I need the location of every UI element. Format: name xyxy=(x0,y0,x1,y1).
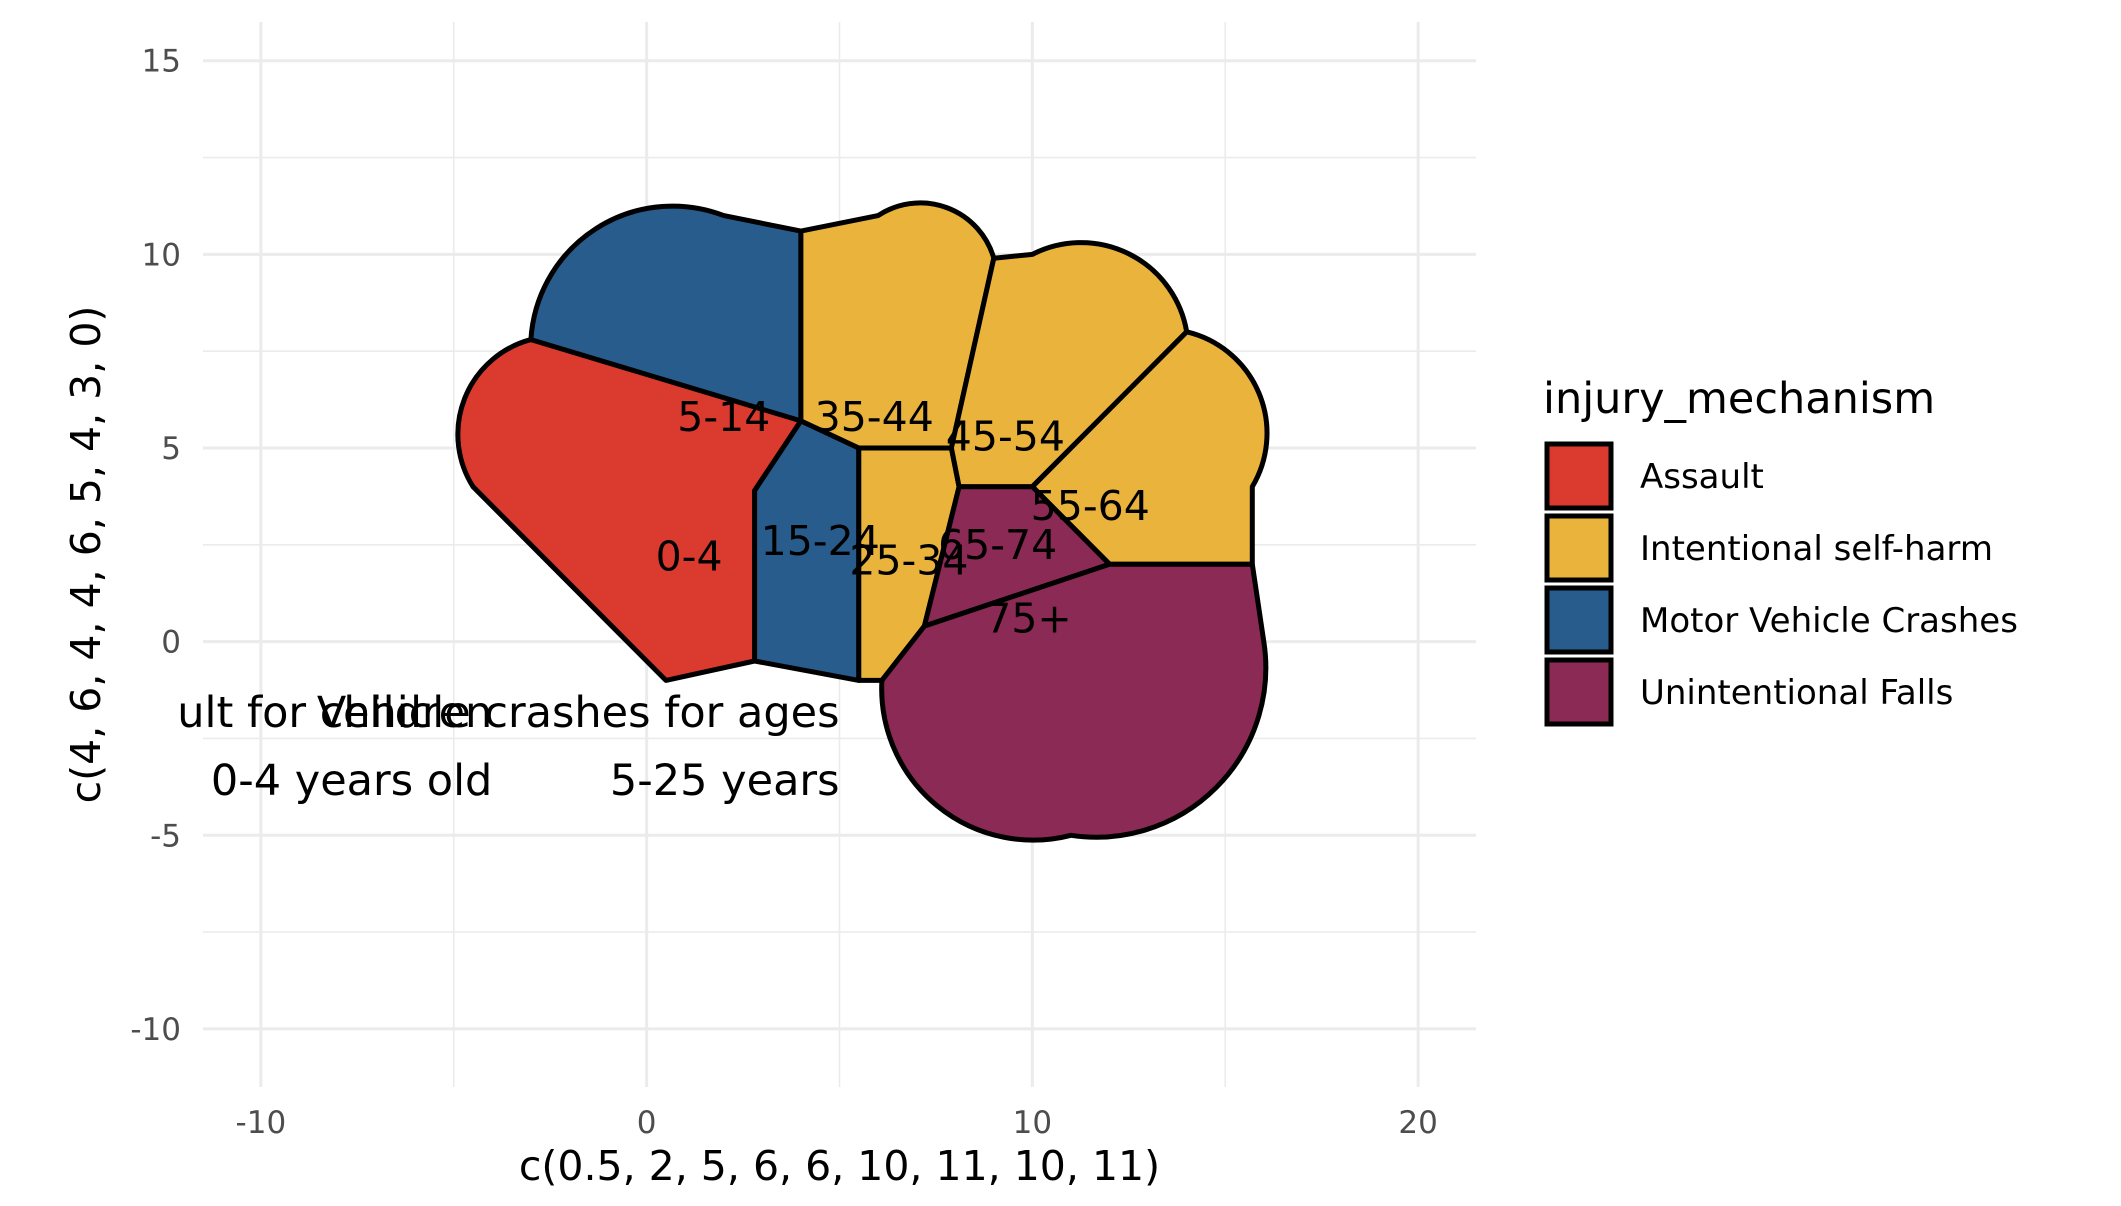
y-tick-label: 10 xyxy=(142,237,181,273)
annotation-text: Assault for children 0-4 years old xyxy=(77,688,493,806)
cell-label: 15-24 xyxy=(761,517,880,565)
legend-key xyxy=(1544,657,1614,727)
cell-label: 45-54 xyxy=(946,412,1065,460)
cell-label: 5-14 xyxy=(677,393,770,441)
cell-label: 35-44 xyxy=(815,393,934,441)
cell-55-64 xyxy=(1029,329,1270,567)
cell-label: 25-34 xyxy=(849,536,968,584)
y-tick-label: 5 xyxy=(161,431,181,467)
x-tick-label: 10 xyxy=(1013,1105,1052,1141)
legend-title: injury_mechanism xyxy=(1543,374,1935,424)
legend-label: Intentional self-harm xyxy=(1640,529,1993,569)
cell-label: 0-4 xyxy=(656,532,723,580)
x-tick-label: 0 xyxy=(637,1105,657,1141)
y-tick-label: 0 xyxy=(161,625,181,661)
legend-label: Unintentional Falls xyxy=(1640,673,1953,713)
x-tick-label: 20 xyxy=(1398,1105,1437,1141)
legend-key xyxy=(1544,585,1614,655)
cell-75plus xyxy=(879,561,1269,843)
x-tick-label: -10 xyxy=(236,1105,287,1141)
y-tick-label: -5 xyxy=(150,818,181,854)
annotation-line: Vehicle crashes for ages xyxy=(317,688,840,738)
legend-label: Motor Vehicle Crashes xyxy=(1640,601,2018,641)
y-tick-label: -10 xyxy=(130,1012,181,1048)
legend-key xyxy=(1544,441,1614,511)
cell-label: 55-64 xyxy=(1031,482,1150,530)
y-tick-label: 15 xyxy=(142,44,181,80)
y-axis-title: c(4, 6, 4, 4, 6, 5, 4, 3, 0) xyxy=(62,306,110,804)
cell-5-14 xyxy=(528,203,804,424)
axis-ticks: -10 0 10 20 -10 -5 0 5 10 15 xyxy=(130,44,1438,1141)
x-axis-title: c(0.5, 2, 5, 6, 6, 10, 11, 10, 11) xyxy=(519,1142,1160,1190)
annotation-line: 0-4 years old xyxy=(211,756,492,806)
legend-label: Assault xyxy=(1640,457,1764,497)
annotation-text: Vehicle crashes for ages 5-25 years xyxy=(317,688,840,806)
cell-label: 65-74 xyxy=(938,521,1057,569)
annotation-line: Assault for children xyxy=(77,688,493,738)
legend: injury_mechanism Assault Intentional self… xyxy=(1543,374,2018,727)
legend-key xyxy=(1544,513,1614,583)
treemap-cells xyxy=(455,200,1270,843)
cell-label: 75+ xyxy=(985,594,1072,642)
annotations: Vehicle crashes for ages 5-25 years Assaul… xyxy=(77,688,840,806)
annotation-line: 5-25 years xyxy=(610,756,840,806)
legend-entries: Assault Intentional self-harm Motor Vehicl… xyxy=(1544,441,2018,727)
